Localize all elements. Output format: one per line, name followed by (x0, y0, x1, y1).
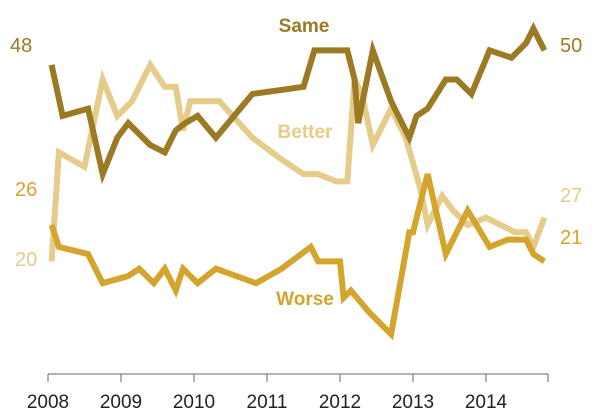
x-tick-label: 2013 (392, 392, 434, 413)
series-label-same: Same (279, 16, 330, 37)
x-axis: 2008 2009 2010 2011 2012 2013 2014 (27, 373, 549, 413)
series-line-same (48, 21, 548, 185)
label-layer: Same Better Worse 48 26 20 50 27 21 (10, 16, 582, 310)
x-tick-label: 2014 (465, 392, 508, 413)
series-label-better: Better (278, 122, 334, 143)
worse-start-value-label: 26 (15, 179, 37, 201)
worse-end-value-label: 21 (560, 227, 582, 249)
series-label-worse: Worse (276, 289, 334, 310)
series-line-worse (48, 173, 547, 341)
better-start-value-label: 20 (15, 249, 37, 271)
x-tick-label: 2011 (247, 392, 288, 413)
x-tick-label: 2009 (100, 392, 142, 413)
x-tick-label: 2010 (173, 392, 215, 413)
better-end-value-label: 27 (560, 185, 582, 207)
series-layer (48, 21, 548, 341)
same-end-value-label: 50 (560, 35, 582, 57)
x-tick-label: 2012 (319, 392, 361, 413)
same-start-value-label: 48 (10, 35, 32, 57)
x-tick-label: 2008 (27, 392, 69, 413)
